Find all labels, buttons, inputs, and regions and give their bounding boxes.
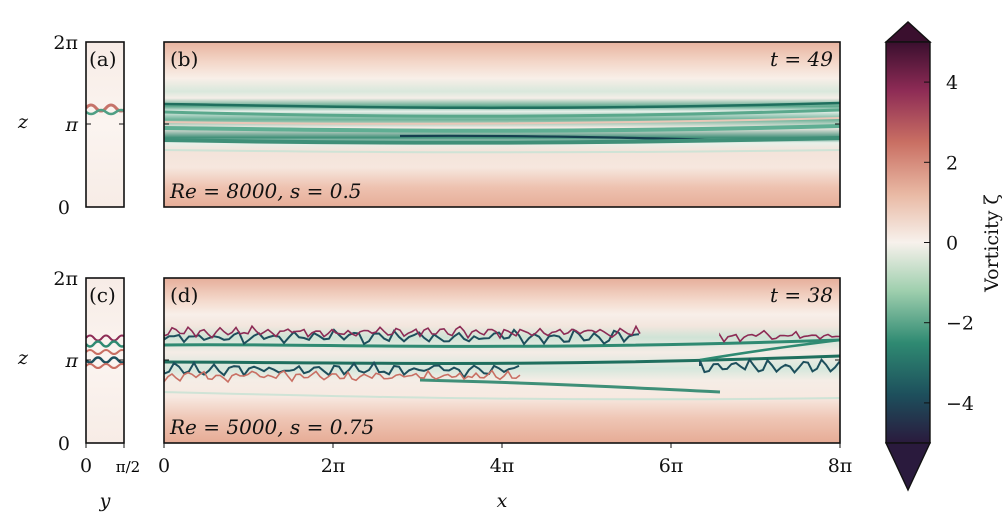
- x-tick-label-d: 0: [158, 455, 170, 477]
- panel-d-tag: (d): [170, 283, 198, 307]
- x-tick-label-d: 2π: [321, 455, 346, 477]
- x-tick-c-half-pi: π/2: [116, 458, 140, 476]
- colorbar-tick-label: 2: [946, 152, 958, 174]
- colorbar-tick-label: 0: [946, 233, 958, 255]
- y-label-a: z: [17, 111, 29, 133]
- x-tick-c-0: 0: [80, 455, 92, 477]
- y-tick-c-0: 0: [58, 433, 70, 455]
- panel-b-tag: (b): [170, 47, 198, 71]
- colorbar-extend-top: [884, 21, 932, 43]
- tick-marks-bd: [164, 123, 840, 361]
- colorbar-extend-bottom: [884, 442, 932, 492]
- y-tick-a-2pi: 2π: [53, 32, 78, 54]
- panel-a-vortex-layer: [86, 103, 124, 116]
- y-tick-c-pi: π: [65, 350, 79, 372]
- x-label-c: y: [99, 490, 111, 512]
- y-tick-a-0: 0: [58, 197, 70, 219]
- panel-b-time: t = 49: [770, 47, 833, 71]
- panel-b-params: Re = 8000, s = 0.5: [169, 179, 362, 203]
- y-axis-a: 2π π 0 z: [17, 32, 124, 219]
- y-label-c: z: [17, 347, 29, 369]
- x-tick-label-d: 4π: [490, 455, 515, 477]
- x-tick-label-d: 8π: [828, 455, 853, 477]
- panel-d: (d) t = 38 Re = 5000, s = 0.75: [163, 277, 841, 444]
- panel-b-vortex-layer: [164, 101, 840, 154]
- panel-d-params: Re = 5000, s = 0.75: [169, 415, 374, 439]
- colorbar-label: Vorticity ζ: [981, 194, 1003, 293]
- panel-b: (b) t = 49 Re = 8000, s = 0.5: [163, 41, 841, 208]
- colorbar-tick-label: 4: [946, 72, 958, 94]
- panel-b-field: [164, 42, 840, 207]
- panel-a-field: [86, 42, 124, 207]
- y-axis-c: 2π π 0 z: [17, 268, 124, 455]
- y-tick-c-2pi: 2π: [53, 268, 78, 290]
- x-tick-label-d: 6π: [659, 455, 684, 477]
- colorbar-tick-label: −4: [946, 393, 974, 415]
- colorbar: −4 −2 0 2 4 Vorticity ζ: [884, 21, 1003, 492]
- panel-c-vortex-layer: [86, 334, 124, 369]
- colorbar-tick-label: −2: [946, 313, 974, 335]
- panel-c-tag: (c): [89, 283, 116, 307]
- panel-d-time: t = 38: [770, 283, 833, 307]
- panel-d-vortex-layer: [164, 324, 840, 401]
- x-label-d: x: [497, 490, 508, 512]
- panel-a-tag: (a): [89, 47, 117, 71]
- y-tick-a-pi: π: [65, 114, 79, 136]
- colorbar-gradient: [885, 41, 931, 444]
- x-axis-c: 0 π/2 y: [80, 443, 140, 512]
- x-axis-d: x 0 2π 4π 6π 8π: [158, 443, 852, 512]
